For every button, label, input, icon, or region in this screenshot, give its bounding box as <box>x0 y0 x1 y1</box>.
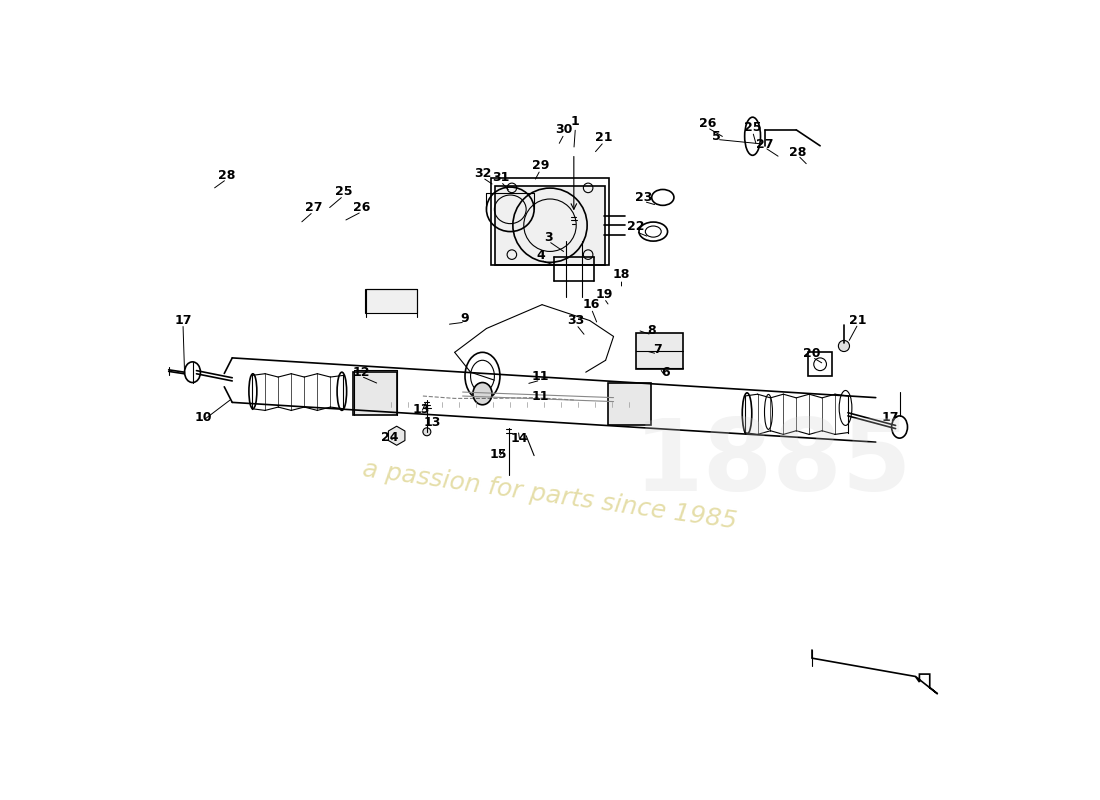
Polygon shape <box>915 674 937 694</box>
Text: 29: 29 <box>531 159 549 172</box>
Bar <box>353 372 397 415</box>
Text: a passion for parts since 1985: a passion for parts since 1985 <box>361 457 739 534</box>
Text: 32: 32 <box>474 167 492 180</box>
Text: 23: 23 <box>635 191 652 204</box>
Text: 1: 1 <box>571 115 580 129</box>
Text: 15: 15 <box>490 447 507 461</box>
Ellipse shape <box>838 341 849 351</box>
Text: 4: 4 <box>536 249 544 262</box>
Text: 14: 14 <box>512 432 529 445</box>
Bar <box>365 289 417 313</box>
Text: 9: 9 <box>461 312 470 325</box>
Text: 7: 7 <box>653 343 661 357</box>
Ellipse shape <box>473 382 492 405</box>
Text: 1885: 1885 <box>634 415 912 512</box>
Text: 6: 6 <box>661 366 670 378</box>
Text: 28: 28 <box>218 170 235 182</box>
Text: 11: 11 <box>531 390 549 402</box>
Text: 3: 3 <box>544 230 552 244</box>
Text: 22: 22 <box>627 220 645 234</box>
Bar <box>607 383 651 425</box>
Text: 20: 20 <box>803 347 821 361</box>
Bar <box>495 186 605 265</box>
Text: 17: 17 <box>174 314 191 327</box>
Text: 16: 16 <box>583 298 600 311</box>
Text: 19: 19 <box>595 288 613 301</box>
Bar <box>636 333 683 369</box>
Text: 26: 26 <box>698 117 716 130</box>
Text: 17: 17 <box>881 411 899 424</box>
Text: 13: 13 <box>424 416 441 429</box>
Text: 31: 31 <box>492 171 509 184</box>
Ellipse shape <box>569 208 580 219</box>
Text: 24: 24 <box>381 431 398 444</box>
Text: 21: 21 <box>849 314 867 327</box>
Text: 28: 28 <box>789 146 806 158</box>
Bar <box>808 352 832 376</box>
Text: 13: 13 <box>412 403 430 416</box>
Text: 25: 25 <box>744 121 761 134</box>
Text: 8: 8 <box>648 323 656 337</box>
Text: 21: 21 <box>595 131 613 144</box>
Ellipse shape <box>422 428 431 436</box>
Text: 10: 10 <box>194 411 211 424</box>
Text: 30: 30 <box>556 123 573 136</box>
Text: 25: 25 <box>334 186 352 198</box>
Text: 33: 33 <box>568 314 585 327</box>
Text: 18: 18 <box>613 268 630 281</box>
Text: 27: 27 <box>305 202 322 214</box>
Text: 27: 27 <box>756 138 773 150</box>
Text: 26: 26 <box>353 202 371 214</box>
Text: 12: 12 <box>352 366 370 378</box>
Text: 11: 11 <box>531 370 549 382</box>
Bar <box>491 178 609 265</box>
Text: 5: 5 <box>713 130 722 142</box>
